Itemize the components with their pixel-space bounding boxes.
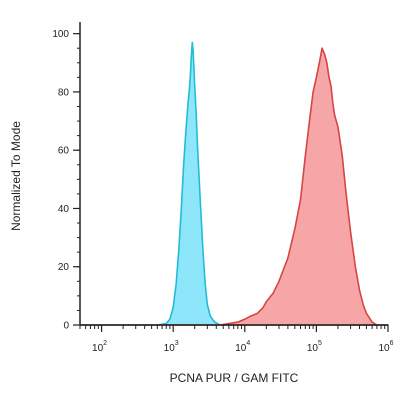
histogram-series-2 xyxy=(79,47,389,326)
x-ticks: 102 103 104 105 106 xyxy=(79,325,394,354)
x-tick-label: 104 xyxy=(235,340,250,354)
y-ticks: 0 20 40 60 80 100 xyxy=(52,29,80,332)
y-tick-label: 100 xyxy=(52,29,69,40)
y-tick-label: 80 xyxy=(58,87,70,98)
x-tick-label: 102 xyxy=(92,340,107,354)
y-tick-label: 60 xyxy=(58,146,70,157)
histogram-series-1 xyxy=(79,41,389,326)
series-layer xyxy=(79,41,389,326)
x-tick-label: 106 xyxy=(378,340,393,354)
y-tick-label: 0 xyxy=(63,321,69,332)
x-tick-label: 103 xyxy=(164,340,179,354)
y-axis-title: Normalized To Mode xyxy=(9,121,23,231)
x-tick-label: 105 xyxy=(307,340,322,354)
y-tick-label: 40 xyxy=(58,204,70,215)
y-tick-label: 20 xyxy=(58,262,70,273)
x-axis-title: PCNA PUR / GAM FITC xyxy=(170,371,299,385)
